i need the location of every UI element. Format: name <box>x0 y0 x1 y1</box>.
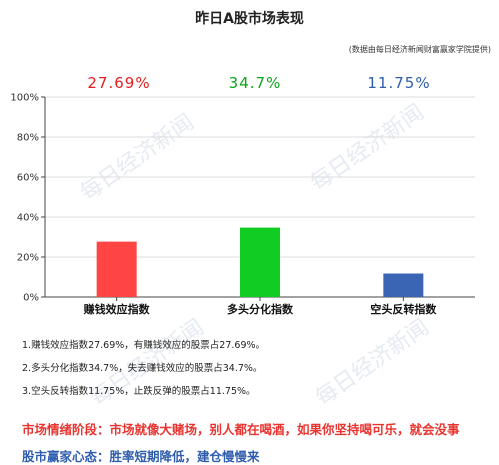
note-2: 2.多头分化指数34.7%，失去赚钱效应的股票占34.7%。 <box>22 363 263 374</box>
bar <box>96 241 137 297</box>
y-tick-label: 20% <box>17 253 39 264</box>
bar <box>383 273 424 297</box>
watermark: 每日经济新闻 <box>311 314 434 412</box>
x-tick-label: 多头分化指数 <box>227 302 294 316</box>
value-label-profit: 27.69% <box>87 74 151 92</box>
y-tick-label: 100% <box>10 93 39 104</box>
x-tick-label: 空头反转指数 <box>370 302 437 316</box>
bar <box>240 227 280 297</box>
value-label-short: 11.75% <box>367 74 431 92</box>
note-1: 1.赚钱效应指数27.69%，有赚钱效应的股票占27.69%。 <box>22 340 266 351</box>
y-tick-label: 0% <box>23 293 39 304</box>
y-tick-label: 80% <box>17 133 39 144</box>
y-tick-label: 60% <box>17 173 39 184</box>
value-label-long: 34.7% <box>228 74 282 92</box>
sentiment-text: 市场情绪阶段：市场就像大赌场，别人都在喝酒，如果你坚持喝可乐，就会没事 <box>22 422 460 437</box>
x-tick-label: 赚钱效应指数 <box>83 302 151 316</box>
bar-chart: 0% 20% 40% 60% 80% 100% 赚钱效应指数 多头分化指数 空头反转指数 <box>10 93 475 316</box>
data-source: (数据由每日经济新闻财富赢家学院提供) <box>348 45 491 54</box>
mindset-text: 股市赢家心态：胜率短期降低，建仓慢慢来 <box>22 449 260 464</box>
note-3: 3.空头反转指数11.75%，止跌反弹的股票占11.75%。 <box>22 386 256 397</box>
chart-title: 昨日A股市场表现 <box>195 11 304 27</box>
y-tick-label: 40% <box>17 213 39 224</box>
